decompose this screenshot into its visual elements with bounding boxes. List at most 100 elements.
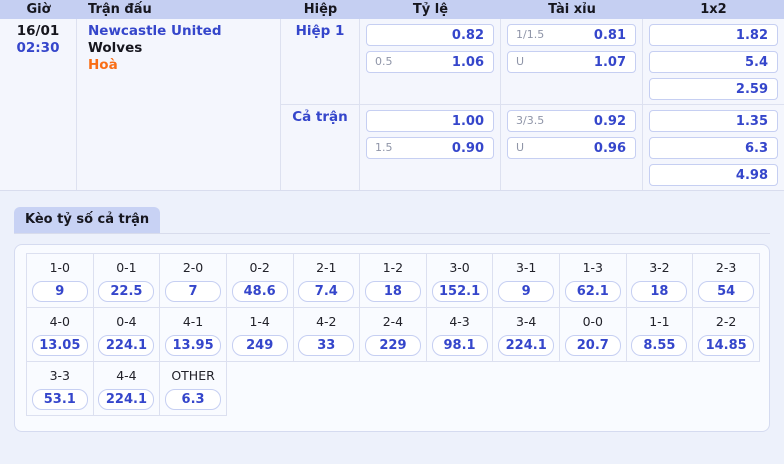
- one-x-two-odds-full-time: 1.35 6.3 4.98: [643, 105, 784, 190]
- one-x-two-odds-button[interactable]: 4.98: [649, 164, 778, 186]
- one-x-two-odds-button[interactable]: 2.59: [649, 78, 778, 100]
- score-label: 4-0: [49, 313, 71, 329]
- one-x-two-odds-first-half: 1.82 5.4 2.59: [643, 19, 784, 104]
- score-odds-button[interactable]: 13.95: [165, 334, 222, 356]
- over-under-line: 1/1.5: [516, 28, 545, 41]
- correct-score-panel: 1-0 9 0-1 22.5 2-0 7 0-2 48.6 2-1 7.4 1-2 18 3…: [14, 244, 770, 432]
- score-odds-button[interactable]: 6.3: [165, 388, 222, 410]
- score-cell: 3-2 18: [625, 253, 694, 308]
- score-cell: 4-3 98.1: [425, 307, 494, 362]
- over-under-odds-full-time: 3/3.5 0.92 U 0.96: [501, 105, 643, 190]
- handicap-odds-button[interactable]: 1.00: [366, 110, 494, 132]
- score-odds-button[interactable]: 224.1: [98, 388, 155, 410]
- handicap-odds-button[interactable]: 0.5 1.06: [366, 51, 494, 73]
- score-label: 1-0: [49, 259, 71, 275]
- score-odds-button[interactable]: 62.1: [564, 280, 621, 302]
- score-label: 2-1: [316, 259, 337, 275]
- match-row: 16/01 02:30 Newcastle United Wolves Hoà …: [0, 19, 784, 191]
- score-odds-button[interactable]: 249: [231, 334, 288, 356]
- score-label: 3-2: [649, 259, 670, 275]
- score-odds-button[interactable]: 229: [364, 334, 421, 356]
- score-odds-button[interactable]: 9: [498, 280, 555, 302]
- one-x-two-odds-button[interactable]: 6.3: [649, 137, 778, 159]
- score-grid-row: 3-3 53.1 4-4 224.1 OTHER 6.3: [26, 361, 760, 416]
- over-under-line: U: [516, 141, 525, 154]
- away-team: Wolves: [88, 40, 143, 56]
- score-label: OTHER: [171, 367, 215, 383]
- score-odds-button[interactable]: 33: [298, 334, 355, 356]
- odds-value: 0.92: [593, 113, 626, 129]
- tab-correct-score[interactable]: Kèo tỷ số cả trận: [14, 207, 161, 233]
- home-team-link[interactable]: Newcastle United: [88, 23, 222, 39]
- score-grid-empty-area: [226, 362, 759, 416]
- one-x-two-odds-button[interactable]: 1.82: [649, 24, 778, 46]
- header-1x2: 1x2: [700, 2, 727, 17]
- period-label-first-half: Hiệp 1: [281, 19, 360, 104]
- score-cell: 1-4 249: [225, 307, 294, 362]
- handicap-odds-full-time: 1.00 1.5 0.90: [360, 105, 501, 190]
- over-under-odds-first-half: 1/1.5 0.81 U 1.07: [501, 19, 643, 104]
- score-odds-button[interactable]: 18: [631, 280, 688, 302]
- score-cell: 3-1 9: [492, 253, 560, 308]
- odds-value: 5.4: [744, 54, 768, 70]
- score-odds-button[interactable]: 18: [364, 280, 421, 302]
- score-cell: 3-4 224.1: [492, 307, 560, 362]
- header-tai-xiu: Tài xỉu: [548, 2, 596, 17]
- score-label: 0-2: [249, 259, 270, 275]
- score-odds-button[interactable]: 54: [698, 280, 755, 302]
- odds-value: 0.82: [451, 27, 484, 43]
- over-under-line: U: [516, 55, 525, 68]
- score-odds-button[interactable]: 14.85: [698, 334, 755, 356]
- score-label: 3-4: [515, 313, 537, 329]
- score-cell: 3-3 53.1: [26, 361, 94, 416]
- score-cell: 1-0 9: [26, 253, 94, 308]
- score-label: 4-1: [182, 313, 204, 329]
- odds-value: 0.90: [451, 140, 484, 156]
- odds-value: 0.81: [593, 27, 626, 43]
- score-label: 2-3: [715, 259, 737, 275]
- handicap-odds-first-half: 0.82 0.5 1.06: [360, 19, 501, 104]
- score-grid-row: 4-0 13.05 0-4 224.1 4-1 13.95 1-4 249 4-2 33 …: [26, 307, 760, 362]
- score-label: 1-4: [249, 313, 270, 329]
- score-odds-button[interactable]: 224.1: [98, 334, 155, 356]
- one-x-two-odds-button[interactable]: 1.35: [649, 110, 778, 132]
- score-cell: 1-3 62.1: [559, 253, 627, 308]
- score-odds-button[interactable]: 20.7: [564, 334, 621, 356]
- handicap-odds-button[interactable]: 0.82: [366, 24, 494, 46]
- correct-score-grid: 1-0 9 0-1 22.5 2-0 7 0-2 48.6 2-1 7.4 1-2 18 3…: [26, 253, 760, 416]
- score-odds-button[interactable]: 13.05: [31, 334, 88, 356]
- one-x-two-odds-button[interactable]: 5.4: [649, 51, 778, 73]
- period-label-full-time: Cả trận: [281, 105, 360, 190]
- over-under-odds-button[interactable]: U 0.96: [507, 137, 636, 159]
- score-odds-button[interactable]: 53.1: [31, 388, 88, 410]
- over-under-odds-button[interactable]: U 1.07: [507, 51, 636, 73]
- score-label: 3-0: [449, 259, 470, 275]
- period-row-full-time: Cả trận 1.00 1.5 0.90 3/3.5 0.92: [281, 104, 784, 190]
- score-cell: 4-1 13.95: [159, 307, 227, 362]
- handicap-odds-button[interactable]: 1.5 0.90: [366, 137, 494, 159]
- score-label: 0-1: [116, 259, 137, 275]
- handicap-line: 0.5: [375, 55, 393, 68]
- score-odds-button[interactable]: 152.1: [431, 280, 488, 302]
- periods-columns: Hiệp 1 0.82 0.5 1.06 1/1.5 0.81: [281, 19, 784, 190]
- score-odds-button[interactable]: 22.5: [98, 280, 155, 302]
- score-odds-button[interactable]: 224.1: [498, 334, 555, 356]
- match-odds-table: Giờ Trận đấu Hiệp Tỷ lệ Tài xỉu 1x2 16/0…: [0, 0, 784, 191]
- header-gio: Giờ: [26, 2, 51, 17]
- score-cell: OTHER 6.3: [159, 361, 227, 416]
- score-odds-button[interactable]: 7: [165, 280, 222, 302]
- score-cell: 2-2 14.85: [692, 307, 760, 362]
- score-odds-button[interactable]: 48.6: [231, 280, 288, 302]
- score-cell: 4-4 224.1: [92, 361, 161, 416]
- score-label: 3-3: [49, 367, 71, 383]
- over-under-odds-button[interactable]: 1/1.5 0.81: [507, 24, 636, 46]
- score-odds-button[interactable]: 8.55: [631, 334, 688, 356]
- over-under-odds-button[interactable]: 3/3.5 0.92: [507, 110, 636, 132]
- score-label: 2-0: [182, 259, 204, 275]
- score-odds-button[interactable]: 7.4: [298, 280, 355, 302]
- score-cell: 1-2 18: [359, 253, 427, 308]
- score-odds-button[interactable]: 9: [31, 280, 88, 302]
- score-label: 4-2: [316, 313, 337, 329]
- score-odds-button[interactable]: 98.1: [431, 334, 488, 356]
- score-cell: 2-4 229: [359, 307, 427, 362]
